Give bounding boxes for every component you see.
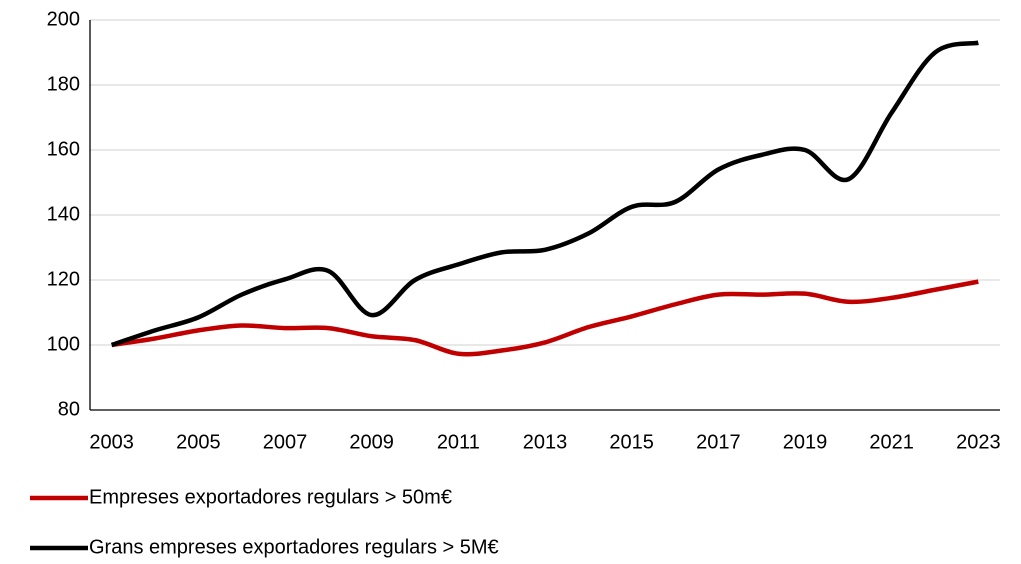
legend-label: Grans empreses exportadores regulars > 5… [89, 536, 499, 558]
x-tick-label: 2017 [696, 431, 741, 453]
x-tick-label: 2021 [869, 431, 914, 453]
x-tick-label: 2005 [176, 431, 221, 453]
x-tick-label: 2007 [263, 431, 308, 453]
y-tick-label: 180 [47, 73, 80, 95]
x-tick-label: 2009 [349, 431, 394, 453]
legend-label: Empreses exportadores regulars > 50m€ [89, 486, 452, 508]
x-tick-label: 2019 [783, 431, 828, 453]
y-tick-label: 120 [47, 268, 80, 290]
line [111, 279, 979, 357]
y-tick-label: 160 [47, 138, 80, 160]
x-tick-label: 2013 [523, 431, 568, 453]
x-tick-label: 2011 [437, 431, 480, 453]
x-tick-label: 2015 [609, 431, 654, 453]
y-tick-label: 200 [47, 8, 80, 30]
y-tick-label: 100 [47, 333, 80, 355]
y-tick-label: 80 [58, 398, 80, 420]
line [110, 40, 979, 348]
x-tick-label: 2003 [89, 431, 134, 453]
y-tick-label: 140 [47, 203, 80, 225]
x-tick-label: 2023 [956, 431, 1001, 453]
